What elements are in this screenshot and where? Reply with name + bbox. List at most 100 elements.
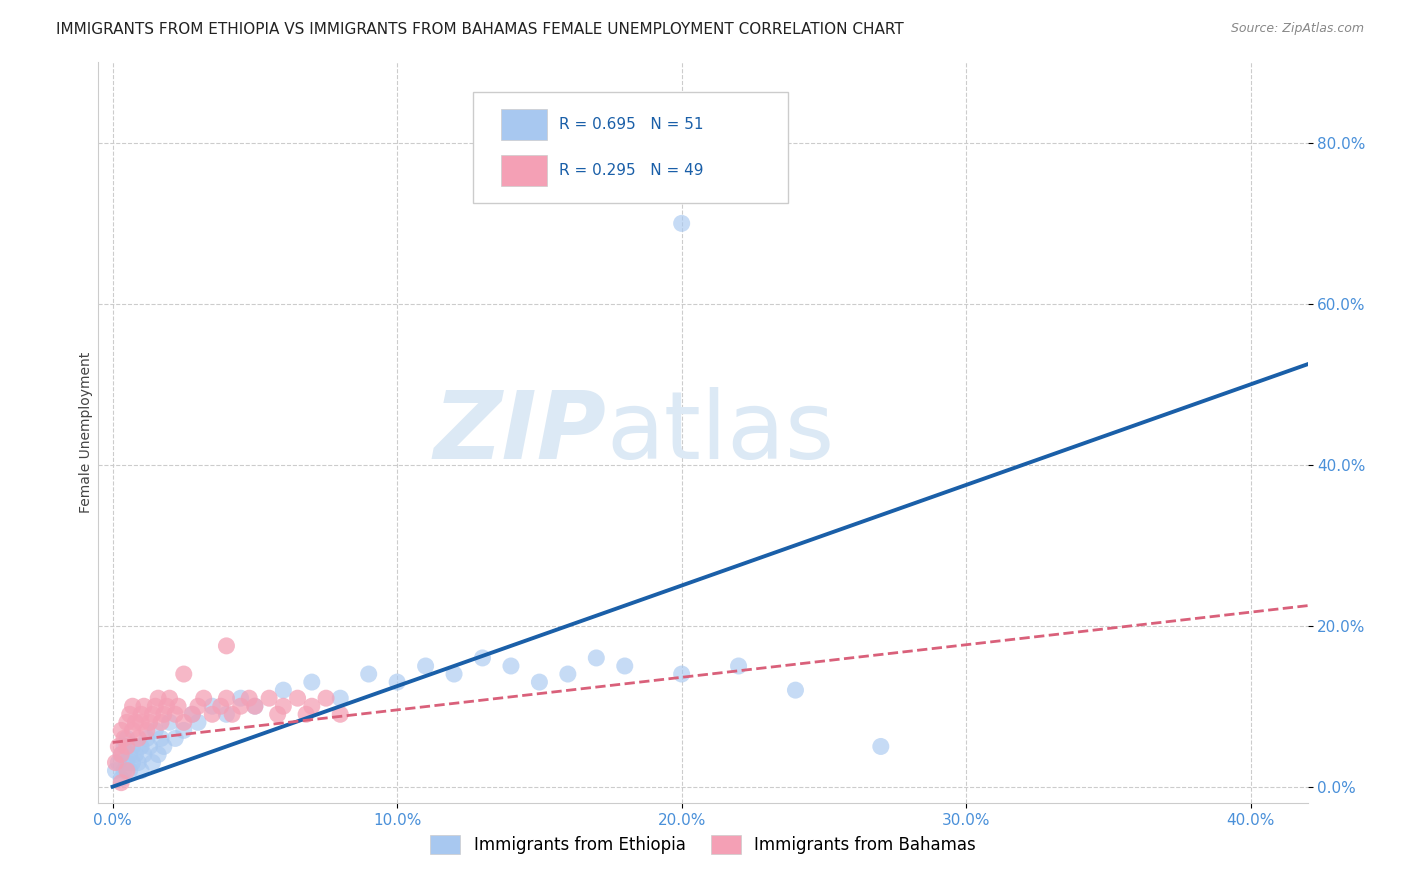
Y-axis label: Female Unemployment: Female Unemployment: [79, 352, 93, 513]
Point: [201, 707, 224, 722]
Point: [104, 756, 127, 770]
Point: [329, 707, 352, 722]
Point: [295, 707, 318, 722]
Point: [243, 699, 266, 714]
Point: [115, 756, 138, 770]
Point: [173, 723, 195, 738]
Point: [499, 659, 522, 673]
Point: [141, 756, 163, 770]
Point: [143, 723, 166, 738]
Legend: Immigrants from Ethiopia, Immigrants from Bahamas: Immigrants from Ethiopia, Immigrants fro…: [423, 829, 983, 861]
Point: [150, 715, 173, 730]
Text: atlas: atlas: [606, 386, 835, 479]
Point: [141, 707, 163, 722]
Point: [167, 699, 190, 714]
Point: [229, 691, 252, 706]
Point: [357, 667, 380, 681]
Point: [785, 683, 807, 698]
Point: [257, 691, 280, 706]
Point: [118, 747, 141, 762]
Point: [121, 756, 143, 770]
Point: [135, 723, 157, 738]
Point: [129, 707, 152, 722]
Point: [181, 707, 204, 722]
Point: [273, 683, 295, 698]
Point: [132, 747, 155, 762]
FancyBboxPatch shape: [501, 109, 547, 140]
Point: [221, 707, 243, 722]
Point: [173, 715, 195, 730]
Point: [273, 699, 295, 714]
Point: [159, 691, 181, 706]
Point: [112, 739, 135, 754]
Point: [215, 639, 238, 653]
Point: [115, 764, 138, 778]
Point: [165, 731, 187, 746]
Point: [557, 667, 579, 681]
Point: [110, 747, 132, 762]
Text: IMMIGRANTS FROM ETHIOPIA VS IMMIGRANTS FROM BAHAMAS FEMALE UNEMPLOYMENT CORRELAT: IMMIGRANTS FROM ETHIOPIA VS IMMIGRANTS F…: [56, 22, 904, 37]
Point: [129, 764, 152, 778]
Point: [869, 739, 891, 754]
Point: [118, 764, 141, 778]
Point: [229, 699, 252, 714]
Point: [243, 699, 266, 714]
Point: [121, 699, 143, 714]
Point: [124, 715, 146, 730]
Point: [107, 739, 129, 754]
Point: [613, 659, 636, 673]
Text: R = 0.295   N = 49: R = 0.295 N = 49: [560, 163, 704, 178]
FancyBboxPatch shape: [474, 92, 787, 203]
Point: [156, 699, 179, 714]
Point: [146, 747, 169, 762]
Point: [115, 739, 138, 754]
Point: [112, 764, 135, 778]
Point: [118, 707, 141, 722]
Point: [115, 715, 138, 730]
Point: [287, 691, 309, 706]
Text: ZIP: ZIP: [433, 386, 606, 479]
Point: [153, 707, 176, 722]
Point: [121, 739, 143, 754]
Point: [187, 699, 209, 714]
Point: [209, 699, 232, 714]
Point: [301, 699, 323, 714]
Point: [110, 772, 132, 786]
Point: [529, 675, 551, 690]
Point: [127, 756, 149, 770]
Point: [129, 739, 152, 754]
Point: [110, 723, 132, 738]
Point: [471, 651, 494, 665]
Point: [181, 707, 204, 722]
Point: [585, 651, 607, 665]
Text: R = 0.695   N = 51: R = 0.695 N = 51: [560, 117, 704, 132]
Point: [132, 699, 155, 714]
Point: [671, 667, 693, 681]
Point: [143, 699, 166, 714]
Point: [135, 731, 157, 746]
Point: [150, 731, 173, 746]
Point: [115, 731, 138, 746]
Point: [110, 747, 132, 762]
Point: [153, 739, 176, 754]
Point: [107, 756, 129, 770]
Point: [104, 764, 127, 778]
Point: [443, 667, 465, 681]
Point: [121, 723, 143, 738]
Point: [127, 731, 149, 746]
Point: [238, 691, 260, 706]
Point: [329, 691, 352, 706]
Point: [215, 707, 238, 722]
Point: [146, 691, 169, 706]
Point: [138, 739, 160, 754]
Point: [201, 699, 224, 714]
Point: [671, 216, 693, 230]
Point: [415, 659, 437, 673]
Text: Source: ZipAtlas.com: Source: ZipAtlas.com: [1230, 22, 1364, 36]
Point: [187, 715, 209, 730]
Point: [215, 691, 238, 706]
Point: [173, 667, 195, 681]
Point: [124, 747, 146, 762]
Point: [315, 691, 337, 706]
Point: [165, 707, 187, 722]
